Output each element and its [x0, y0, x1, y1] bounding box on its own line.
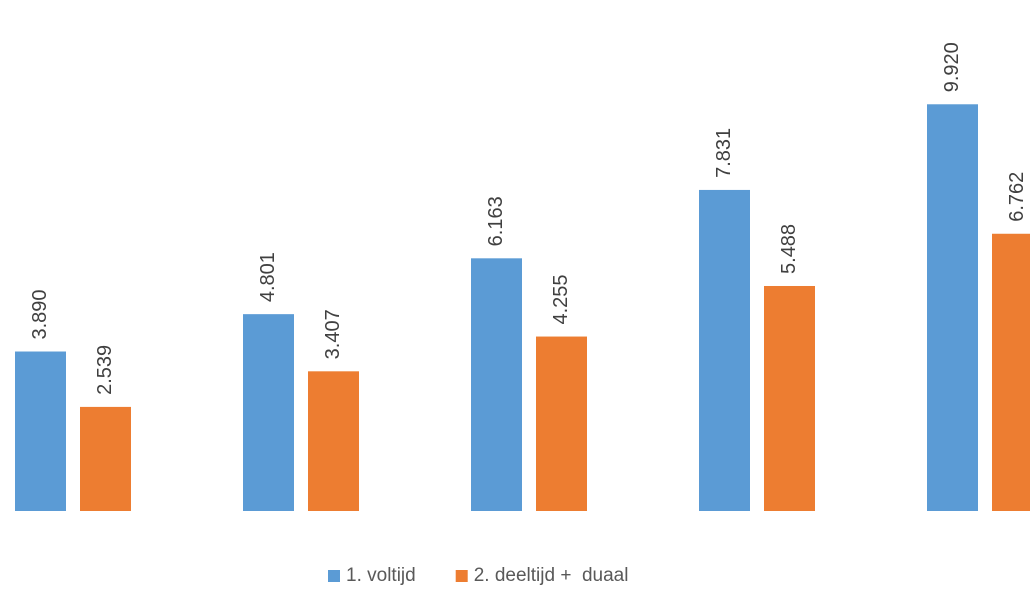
legend-label: 2. deeltijd + duaal	[474, 565, 629, 586]
bar	[927, 104, 978, 511]
bar	[243, 314, 294, 511]
legend-swatch	[455, 570, 468, 582]
data-label: 5.488	[778, 224, 800, 274]
data-label: 4.255	[550, 274, 572, 324]
bar	[992, 233, 1030, 511]
bar	[80, 406, 131, 511]
data-label: 2.539	[94, 345, 116, 395]
bar	[699, 189, 750, 511]
legend-label: 1. voltijd	[346, 565, 416, 586]
data-label: 6.163	[485, 196, 507, 246]
bar	[471, 258, 522, 511]
bar	[536, 336, 587, 511]
data-label: 7.831	[713, 128, 735, 178]
data-label: 4.801	[257, 252, 279, 302]
data-label: 9.920	[941, 42, 963, 92]
data-label: 6.762	[1006, 172, 1028, 222]
bar	[308, 371, 359, 511]
legend-swatch	[328, 570, 340, 582]
data-label: 3.407	[322, 309, 344, 359]
bar	[15, 351, 66, 511]
bar	[764, 285, 815, 511]
data-label: 3.890	[29, 289, 51, 339]
